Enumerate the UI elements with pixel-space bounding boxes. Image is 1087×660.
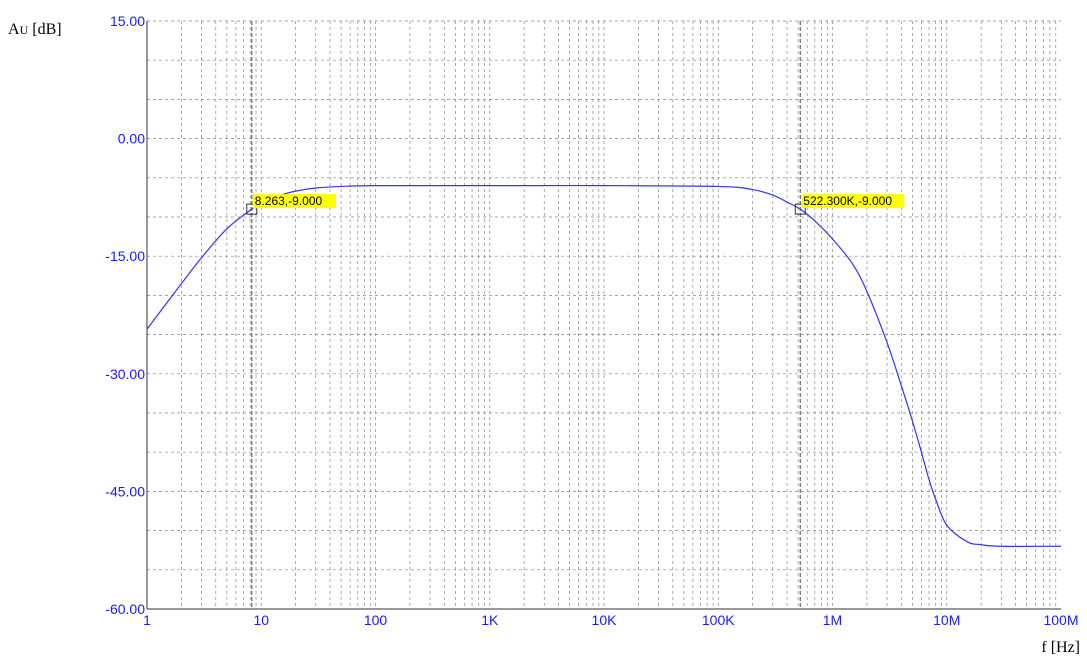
x-tick-label: 100 [364, 612, 388, 628]
y-axis-label: AU [dB] [8, 21, 62, 38]
cursor-label-bg [801, 194, 905, 209]
y-tick-label: -60.00 [105, 601, 145, 617]
y-tick-labels: 15.00 0.00 -15.00 -30.00 -45.00 -60.00 [105, 13, 145, 617]
x-tick-label: 1K [481, 612, 499, 628]
cursor-label-bg [252, 194, 336, 209]
cursor-marker[interactable] [794, 203, 806, 215]
cursor-markers[interactable]: 8.263,-9.000 522.300K,-9.000 [246, 194, 905, 215]
y-tick-label: -45.00 [105, 483, 145, 499]
grid [147, 20, 1061, 609]
x-tick-label: 10M [933, 612, 960, 628]
y-tick-label: 0.00 [118, 131, 145, 147]
x-tick-label: 100M [1043, 612, 1078, 628]
plot-frame [146, 21, 1061, 610]
cursor-label: 522.300K,-9.000 [803, 194, 892, 208]
x-tick-label: 100K [702, 612, 735, 628]
x-tick-label: 10K [592, 612, 618, 628]
x-tick-label: 1M [823, 612, 842, 628]
y-tick-label: -15.00 [105, 248, 145, 264]
cursor-lines [251, 21, 801, 609]
x-tick-label: 1 [143, 612, 151, 628]
cursor-label: 8.263,-9.000 [255, 194, 323, 208]
x-tick-labels: 1 10 100 1K 10K 100K 1M 10M 100M [143, 612, 1078, 628]
x-axis-label: f [Hz] [1041, 639, 1080, 656]
cursor-marker[interactable] [246, 203, 258, 215]
y-tick-label: -30.00 [105, 366, 145, 382]
y-tick-label: 15.00 [110, 13, 145, 29]
x-tick-label: 10 [253, 612, 269, 628]
